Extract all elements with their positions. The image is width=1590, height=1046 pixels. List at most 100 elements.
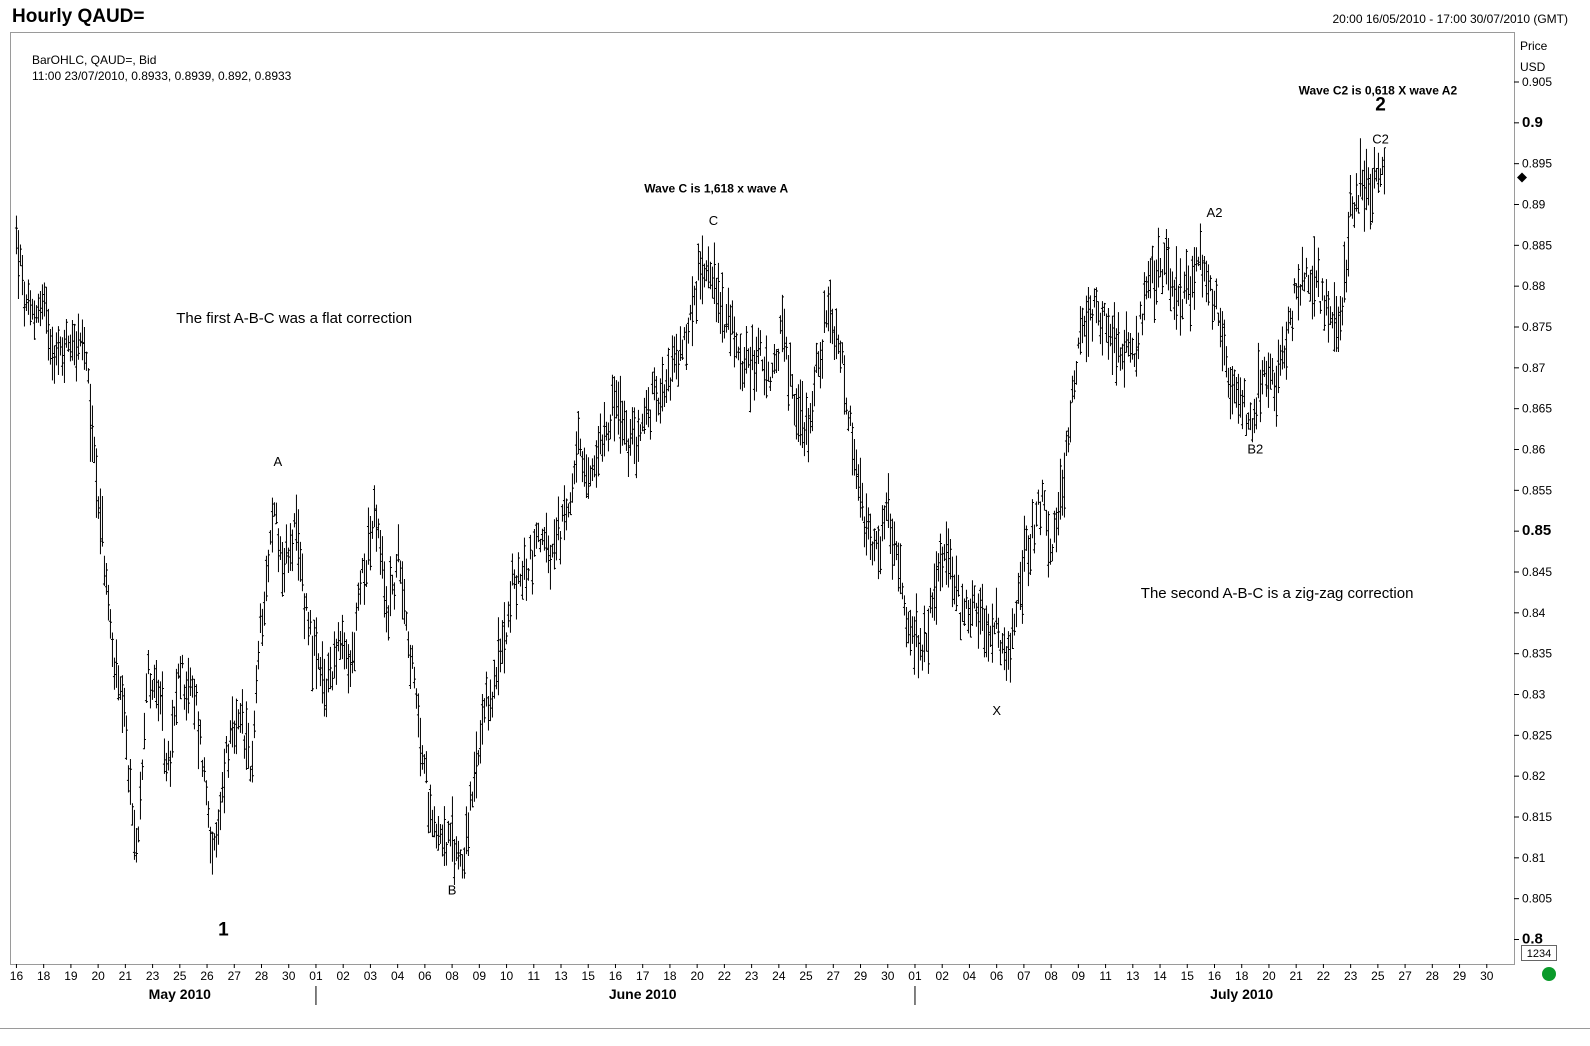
- ohlc-bar: [1118, 347, 1122, 371]
- ohlc-bar: [872, 528, 876, 562]
- x-tick-label: 09: [1072, 969, 1086, 983]
- ohlc-bar: [744, 326, 748, 374]
- x-tick-label: 29: [1453, 969, 1467, 983]
- ohlc-bar: [828, 279, 832, 344]
- ohlc-bar: [810, 390, 814, 432]
- ohlc-bar: [912, 616, 916, 675]
- ohlc-bar: [130, 803, 134, 826]
- ohlc-bar: [1130, 337, 1134, 360]
- ohlc-bar: [46, 308, 50, 361]
- y-tick-label: 0.82: [1522, 769, 1546, 783]
- ohlc-bar: [44, 286, 48, 334]
- ohlc-bar: [1344, 259, 1348, 293]
- ohlc-bar: [1078, 306, 1082, 355]
- ohlc-bar: [1160, 269, 1164, 295]
- ohlc-bar: [646, 387, 650, 428]
- ohlc-bar: [1262, 356, 1266, 378]
- ohlc-bar: [834, 308, 838, 360]
- ohlc-bar: [1358, 138, 1362, 197]
- ohlc-bar: [940, 546, 944, 588]
- ohlc-bar: [214, 822, 218, 858]
- ohlc-bar: [888, 513, 892, 555]
- ohlc-bar: [278, 536, 282, 561]
- ohlc-bar: [622, 400, 626, 445]
- ohlc-bar: [926, 608, 930, 674]
- ohlc-bar: [382, 561, 386, 618]
- x-tick-label: 10: [500, 969, 514, 983]
- ohlc-bar: [306, 611, 310, 646]
- ohlc-bar: [928, 587, 932, 614]
- x-tick-label: 23: [146, 969, 160, 983]
- ohlc-bar: [716, 262, 720, 323]
- ohlc-bar: [84, 351, 88, 371]
- ohlc-bar: [18, 244, 22, 267]
- ohlc-bar: [394, 554, 398, 578]
- ohlc-bar: [746, 348, 750, 368]
- ohlc-bar: [1106, 307, 1110, 360]
- ohlc-bar: [482, 698, 486, 723]
- ohlc-bar: [480, 694, 484, 745]
- ohlc-bar: [618, 375, 622, 454]
- ohlc-bar: [288, 523, 292, 571]
- ohlc-bar: [452, 839, 456, 885]
- ohlc-bar: [106, 584, 110, 621]
- ohlc-bar: [1252, 398, 1256, 434]
- ohlc-bar: [318, 656, 322, 687]
- ohlc-bar: [250, 740, 254, 783]
- cursor-value-box[interactable]: 1234: [1521, 945, 1557, 961]
- ohlc-bar: [134, 828, 138, 863]
- ohlc-bar: [224, 735, 228, 754]
- ohlc-bar: [882, 505, 886, 540]
- y-tick-label: 0.845: [1522, 565, 1552, 579]
- ohlc-bar: [540, 528, 544, 546]
- ohlc-bar: [1010, 608, 1014, 650]
- ohlc-bar: [1240, 389, 1244, 430]
- ohlc-bar: [1200, 254, 1204, 298]
- ohlc-bar: [558, 531, 562, 565]
- ohlc-bar: [816, 351, 820, 377]
- ohlc-bar: [22, 281, 26, 327]
- ohlc-bar: [718, 291, 722, 334]
- wave-label: B2: [1247, 442, 1263, 457]
- ohlc-bar: [430, 809, 434, 838]
- ohlc-bar: [806, 408, 810, 463]
- ohlc-bar: [342, 632, 346, 670]
- ohlc-bar: [968, 598, 972, 638]
- ohlc-bar: [694, 281, 698, 324]
- ohlc-bar: [1134, 315, 1138, 377]
- ohlc-bar: [1128, 332, 1132, 363]
- ohlc-bar: [644, 389, 648, 425]
- ohlc-bar: [864, 493, 868, 556]
- ohlc-bar: [1378, 168, 1382, 187]
- ohlc-bar: [76, 313, 80, 360]
- status-dot-icon[interactable]: [1542, 967, 1556, 981]
- x-tick-label: 11: [528, 969, 541, 983]
- ohlc-bar: [938, 533, 942, 592]
- ohlc-bar: [1060, 469, 1064, 516]
- ohlc-bar: [324, 678, 328, 718]
- ohlc-bar: [332, 631, 336, 679]
- plot-area[interactable]: [10, 32, 1515, 965]
- ohlc-bar: [132, 809, 136, 860]
- x-tick-label: 15: [1181, 969, 1195, 983]
- ohlc-bar: [1146, 261, 1150, 299]
- ohlc-bar: [148, 673, 152, 709]
- ohlc-bar: [792, 393, 796, 426]
- ohlc-bar: [534, 522, 538, 549]
- ohlc-bar: [918, 627, 922, 661]
- ohlc-bar: [194, 684, 198, 706]
- ohlc-bar: [690, 276, 694, 347]
- ohlc-bar: [672, 336, 676, 373]
- ohlc-bar: [958, 612, 962, 641]
- ohlc-bar: [1268, 353, 1272, 390]
- ohlc-bar: [1002, 627, 1006, 671]
- x-tick-label: 16: [10, 969, 24, 983]
- ohlc-bar: [1376, 152, 1380, 193]
- ohlc-bar: [434, 823, 438, 849]
- ohlc-bar: [1250, 418, 1254, 443]
- ohlc-bar: [500, 620, 504, 664]
- ohlc-bar: [1054, 507, 1058, 553]
- x-tick-label: 25: [173, 969, 187, 983]
- ohlc-bar: [562, 485, 566, 541]
